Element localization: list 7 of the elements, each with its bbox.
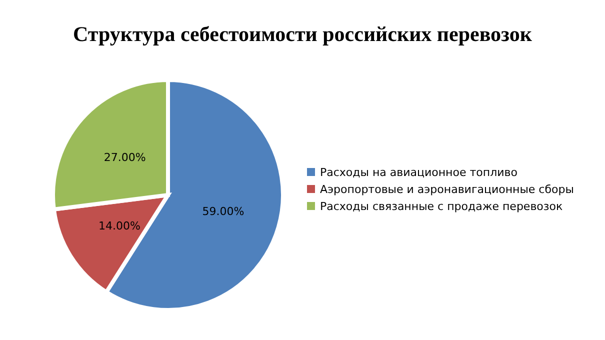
data-label: 14.00%: [98, 220, 140, 233]
chart-title: Структура себестоимости российских перевозок: [72, 21, 533, 48]
legend-label: Расходы связанные с продаже перевозок: [320, 200, 563, 212]
data-label: 59.00%: [202, 204, 244, 218]
legend-label: Аэропортовые и аэронавигационные сборы: [320, 182, 574, 196]
data-label: 27.00%: [104, 150, 146, 164]
legend-label: Расходы на авиационное топливо: [320, 166, 518, 178]
